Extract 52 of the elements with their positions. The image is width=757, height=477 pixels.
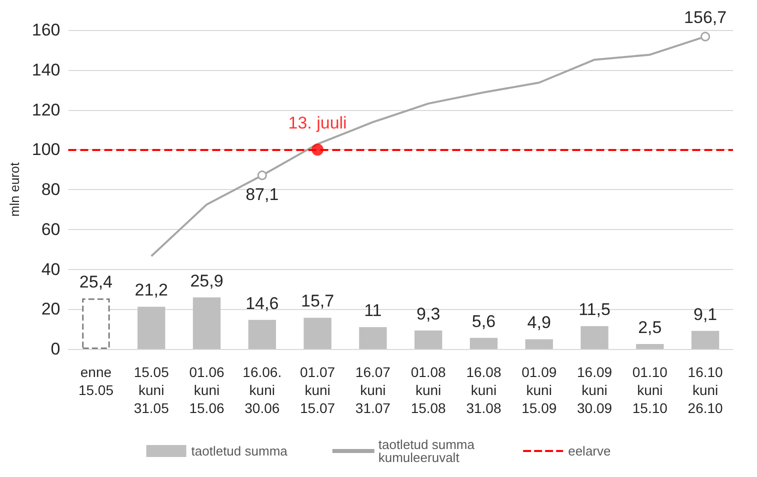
- bar: [636, 344, 664, 349]
- y-tick-label: 60: [41, 220, 60, 239]
- bar: [414, 330, 442, 349]
- x-tick-label: 16.09 kuni 30.09: [576, 364, 612, 416]
- bar: [138, 306, 166, 349]
- data-label: 9,3: [416, 304, 440, 324]
- bar: [359, 327, 387, 349]
- bar: [580, 326, 608, 349]
- bar: [470, 338, 498, 349]
- data-label: 14,6: [246, 294, 279, 313]
- x-tick-label: 16.06. kuni 30.06: [242, 364, 282, 416]
- x-tick-label: 01.07 kuni 15.07: [300, 364, 336, 416]
- data-label: 4,9: [527, 313, 551, 332]
- data-label: 5,6: [472, 312, 496, 331]
- data-label: 21,2: [134, 280, 168, 300]
- legend-label: taotletud summa kumuleeruvalt: [378, 437, 478, 465]
- bar: [192, 297, 221, 349]
- x-tick-label: 01.06 kuni 15.06: [189, 364, 224, 416]
- y-tick-label: 20: [41, 300, 60, 319]
- x-tick-label: 01.09 kuni 15.09: [522, 364, 557, 416]
- x-tick-label: 16.10 kuni 26.10: [688, 364, 724, 416]
- bar: [248, 320, 276, 349]
- y-tick-label: 120: [32, 100, 60, 120]
- x-tick-label: 01.10 kuni 15.10: [632, 364, 668, 416]
- x-tick-label: 01.08 kuni 15.08: [410, 364, 446, 416]
- annotation: 13. juuli: [288, 114, 347, 133]
- data-label: 156,7: [684, 8, 727, 27]
- data-label: 25,9: [190, 271, 224, 290]
- y-axis-title: mln eurot: [7, 162, 22, 217]
- y-tick-label: 0: [50, 340, 60, 358]
- x-tick-label: 16.07 kuni 31.07: [355, 364, 391, 416]
- data-label: 25,4: [79, 272, 113, 292]
- y-tick-label: 80: [41, 180, 60, 199]
- y-tick-label: 160: [32, 20, 60, 40]
- x-tick-label: enne 15.05: [78, 364, 114, 398]
- bar: [691, 330, 720, 349]
- data-label: 11: [364, 301, 382, 320]
- legend-label: taotletud summa: [191, 444, 288, 458]
- bar: [304, 318, 332, 349]
- data-label: 15,7: [300, 292, 334, 311]
- legend-label: eelarve: [568, 444, 611, 458]
- bar: [525, 339, 553, 349]
- data-label: 11,5: [578, 300, 610, 320]
- y-tick-label: 40: [41, 260, 60, 279]
- data-label: 2,5: [638, 318, 662, 338]
- x-tick-label: 15.05 kuni 31.05: [134, 364, 170, 416]
- x-tick-label: 16.08 kuni 31.08: [466, 364, 502, 416]
- data-label: 87,1: [246, 185, 279, 204]
- bar: [82, 298, 110, 349]
- y-tick-label: 100: [32, 140, 60, 160]
- data-label: 9,1: [693, 304, 718, 324]
- y-tick-label: 140: [32, 60, 60, 80]
